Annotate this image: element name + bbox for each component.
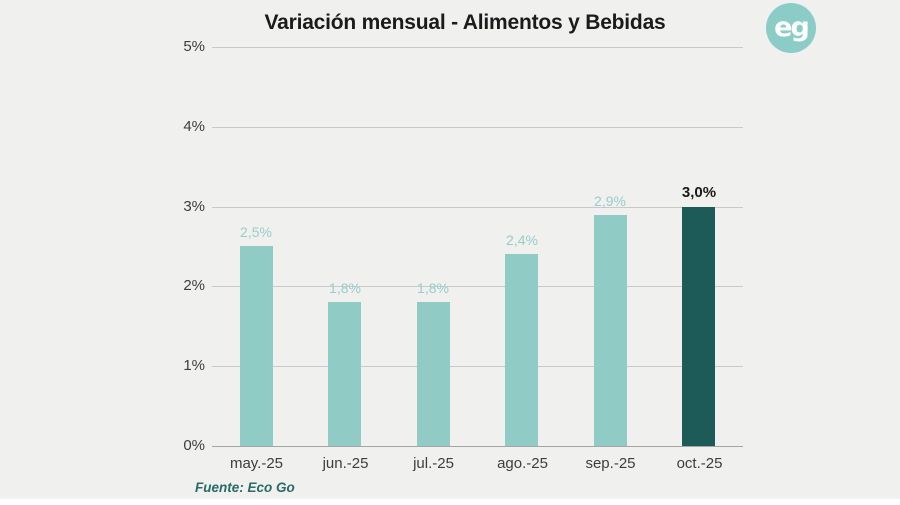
- bar: [594, 215, 627, 446]
- bar: [682, 207, 715, 446]
- gridline: [212, 127, 743, 128]
- bar: [417, 302, 450, 446]
- bar: [328, 302, 361, 446]
- bar-value-label: 3,0%: [681, 184, 717, 201]
- x-tick-label: jun.-25: [322, 455, 369, 472]
- ecogo-logo-icon: eg: [766, 3, 816, 53]
- y-tick-label: 1%: [183, 357, 205, 374]
- gridline: [212, 47, 743, 48]
- ecogo-logo-text: eg: [774, 11, 810, 43]
- bar-value-label: 1,8%: [417, 280, 449, 296]
- gridline: [212, 207, 743, 208]
- bar: [505, 254, 538, 446]
- y-tick-label: 2%: [183, 277, 205, 294]
- gridline: [212, 366, 743, 367]
- y-tick-label: 0%: [183, 437, 205, 454]
- x-tick-label: may.-25: [229, 455, 284, 472]
- y-tick-label: 3%: [183, 198, 205, 215]
- bar-value-label: 1,8%: [329, 280, 361, 296]
- source-note: Fuente: Eco Go: [195, 480, 295, 495]
- y-tick-label: 5%: [183, 38, 205, 55]
- bar-value-label: 2,5%: [240, 224, 272, 240]
- bar-value-label: 2,9%: [594, 193, 626, 209]
- bar-value-label: 2,4%: [506, 232, 538, 248]
- x-tick-label: jul.-25: [413, 455, 454, 472]
- x-tick-label: ago.-25: [497, 455, 548, 472]
- x-tick-label: sep.-25: [585, 455, 636, 472]
- bottom-letterbox-strip: [0, 499, 900, 505]
- gridline: [212, 286, 743, 287]
- x-tick-label: oct.-25: [676, 455, 723, 472]
- chart-title: Variación mensual - Alimentos y Bebidas: [264, 11, 666, 34]
- y-tick-label: 4%: [183, 118, 205, 135]
- x-axis-baseline: [212, 446, 743, 447]
- bar: [240, 246, 273, 446]
